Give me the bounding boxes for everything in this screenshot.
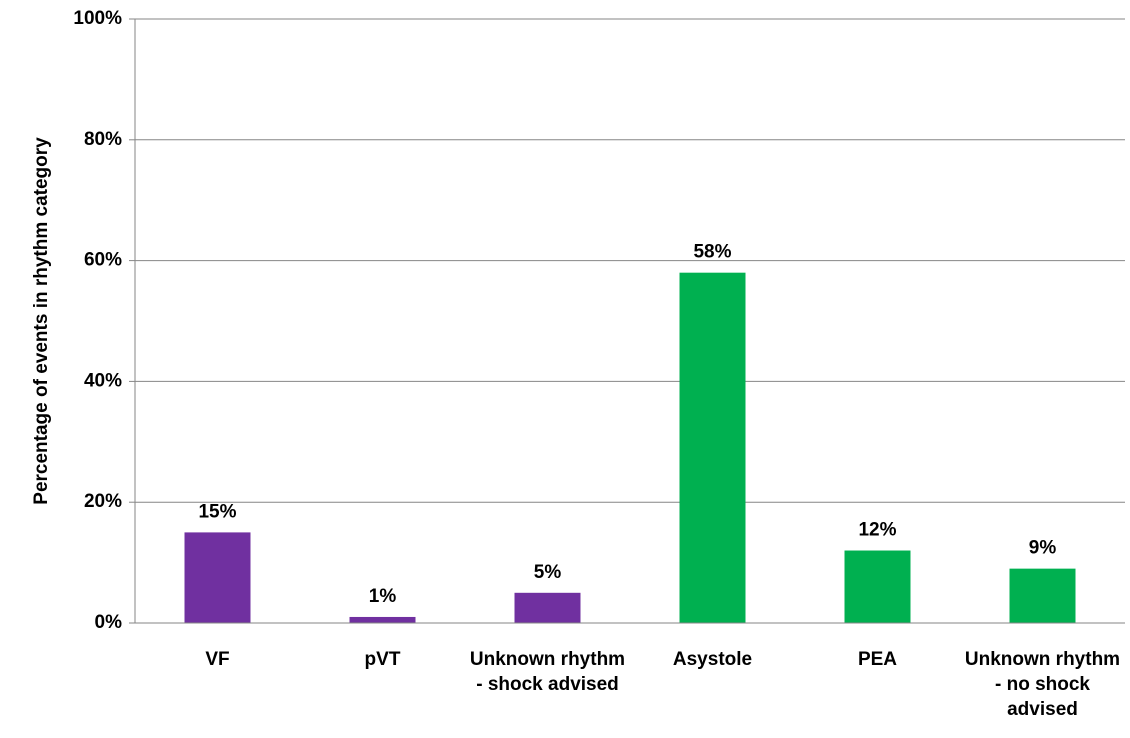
y-tick-label: 40% (84, 370, 122, 391)
y-tick-label: 20% (84, 491, 122, 512)
data-label: 9% (1029, 538, 1057, 559)
y-tick-label: 60% (84, 250, 122, 271)
x-tick-label: PEA (857, 649, 898, 670)
y-tick-label: 100% (73, 8, 122, 29)
data-label: 58% (693, 242, 731, 263)
bar (1009, 568, 1076, 623)
data-label: 15% (198, 501, 236, 522)
bar (514, 592, 581, 623)
bar (679, 272, 746, 623)
x-tick-label: Unknown rhythm - shock advised (469, 649, 626, 695)
y-tick-label: 0% (95, 612, 123, 633)
data-label: 5% (534, 562, 562, 583)
bar (844, 550, 911, 623)
x-tick-label: Asystole (672, 649, 753, 670)
y-axis-label: Percentage of events in rhythm category (31, 137, 52, 505)
bar (184, 532, 251, 623)
bar (349, 616, 416, 623)
x-tick-label: VF (205, 649, 230, 670)
data-label: 1% (369, 586, 397, 607)
x-tick-label: Unknown rhythm - no shock advised (964, 649, 1121, 720)
data-label: 12% (858, 520, 896, 541)
x-tick-label: pVT (364, 649, 401, 670)
y-tick-label: 80% (84, 129, 122, 150)
